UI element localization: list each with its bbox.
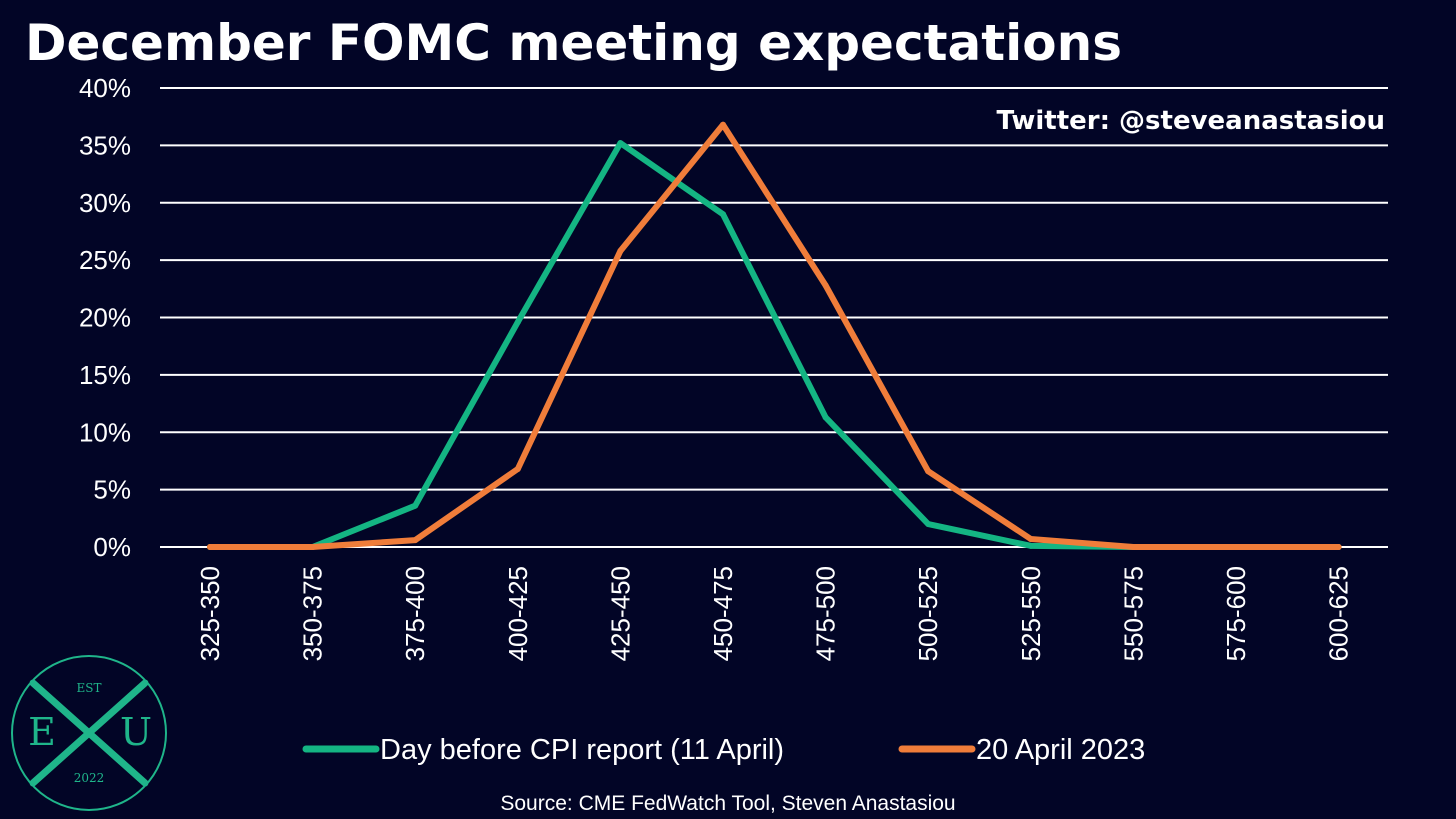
data-point-series-1 <box>1027 535 1034 542</box>
legend: Day before CPI report (11 April) 20 April… <box>302 734 1145 766</box>
data-point-series-1 <box>309 544 316 550</box>
chart-title: December FOMC meeting expectations <box>25 14 1122 72</box>
data-point-series-1 <box>822 282 829 289</box>
legend-label-0: Day before CPI report (11 April) <box>380 734 784 766</box>
data-point-series-0 <box>925 521 932 528</box>
y-tick-label: 5% <box>93 475 131 505</box>
x-tick-label: 475-500 <box>811 566 841 661</box>
data-point-series-0 <box>1027 542 1034 549</box>
data-point-series-1 <box>1130 544 1137 550</box>
exu-logo: EST E U 2022 <box>11 655 167 811</box>
data-point-series-1 <box>617 247 624 254</box>
data-point-series-1 <box>207 544 213 550</box>
x-tick-label: 425-450 <box>605 566 635 661</box>
data-point-series-1 <box>412 537 419 544</box>
x-tick-label: 550-575 <box>1118 566 1148 661</box>
x-tick-label: 325-350 <box>195 566 225 661</box>
x-tick-label: 400-425 <box>503 566 533 661</box>
logo-cross-stroke-2 <box>29 679 149 787</box>
data-point-series-1 <box>720 121 726 128</box>
series-lines <box>207 121 1342 550</box>
data-point-series-0 <box>822 414 829 421</box>
series-line-1 <box>207 121 1342 550</box>
y-axis-ticks: 0% 5% 10% 15% 20% 25% 30% 35% 40% <box>79 73 131 562</box>
x-tick-label: 600-625 <box>1324 566 1354 661</box>
data-point-series-1 <box>925 468 932 475</box>
y-tick-label: 30% <box>79 188 131 218</box>
data-point-series-1 <box>1335 544 1342 550</box>
logo-letter-u: U <box>120 710 152 754</box>
y-tick-label: 15% <box>79 360 131 390</box>
source-note: Source: CME FedWatch Tool, Steven Anasta… <box>500 792 955 815</box>
x-tick-label: 500-525 <box>913 566 943 661</box>
data-point-series-0 <box>412 502 419 509</box>
x-axis-ticks: 325-350 350-375 375-400 400-425 425-450 450-4… <box>195 566 1354 661</box>
twitter-annotation: Twitter: @steveanastasiou <box>996 106 1385 136</box>
logo-ring <box>11 655 167 811</box>
x-tick-label: 450-475 <box>708 566 738 661</box>
y-tick-label: 25% <box>79 245 131 275</box>
x-tick-label: 375-400 <box>400 566 430 661</box>
x-tick-label: 525-550 <box>1016 566 1046 661</box>
y-tick-label: 0% <box>93 532 131 562</box>
legend-label-1: 20 April 2023 <box>976 734 1145 766</box>
y-tick-label: 20% <box>79 303 131 333</box>
logo-letter-e: E <box>28 710 56 754</box>
x-tick-label: 350-375 <box>298 566 328 661</box>
data-point-series-1 <box>1233 544 1239 550</box>
y-tick-label: 35% <box>79 130 131 160</box>
data-point-series-1 <box>514 465 521 472</box>
logo-year: 2022 <box>74 771 105 785</box>
logo-est: EST <box>77 681 102 695</box>
data-point-series-0 <box>720 211 726 218</box>
y-tick-label: 10% <box>79 417 131 447</box>
data-point-series-0 <box>514 319 521 326</box>
x-tick-label: 575-600 <box>1221 566 1251 661</box>
data-point-series-0 <box>617 140 624 147</box>
y-tick-label: 40% <box>79 73 131 103</box>
